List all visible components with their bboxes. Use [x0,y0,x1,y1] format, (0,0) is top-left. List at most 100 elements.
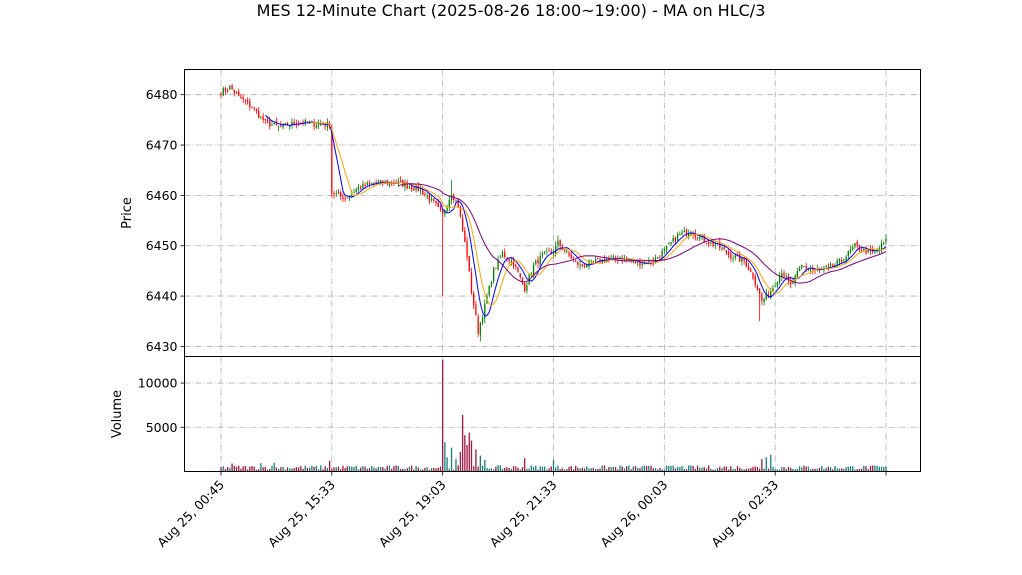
volume-bar [541,466,544,472]
candle-body [417,185,419,192]
volume-bar [581,467,583,472]
volume-bar [442,360,444,472]
volume-bar [543,466,546,472]
candle-body [266,119,269,122]
volume-bar [865,466,867,472]
candle-body [796,271,798,277]
volume-bar [393,466,395,472]
volume-bar [803,465,805,472]
candle-body [874,252,876,253]
candle-body [732,258,734,260]
candle-body [672,237,674,242]
volume-bar [703,466,705,472]
volume-bar [579,468,581,472]
candle-body [320,124,322,126]
volume-bar [384,468,386,472]
volume-bar [428,469,431,472]
volume-bar [260,463,262,472]
candle-body [357,187,360,190]
volume-bar [297,467,300,472]
volume-bar [736,466,739,472]
volume-bar [477,466,479,472]
candle-body [743,258,745,261]
price-grid [184,69,921,357]
candle-body [253,107,255,109]
volume-bar [708,465,710,472]
volume-bar [229,468,231,472]
volume-bar [785,468,787,472]
x-tick-label: Aug 25, 21:33 [487,477,560,550]
volume-bar [561,468,564,472]
candle-body [690,233,692,235]
volume-bar [672,465,674,472]
volume-bar [446,457,448,472]
candle-body [639,260,641,266]
ma-line [309,122,887,306]
volume-bar [701,467,703,472]
volume-bar [555,467,557,472]
candle-body [408,187,411,189]
volume-bar [359,467,362,472]
volume-bar [710,468,712,472]
candle-body [594,259,597,261]
volume-bar [313,466,315,472]
candle-body [269,120,271,127]
volume-bar [798,466,801,472]
volume-bar [668,465,670,472]
candle-body [741,257,743,262]
candle-body [495,268,497,269]
volume-bars [220,360,887,472]
volume-bar [643,465,646,472]
candle-body [668,243,670,245]
price-tick-label: 6450 [146,238,178,253]
volume-bar [335,467,337,472]
volume-bar [590,468,592,472]
candle-body [413,188,415,191]
volume-bar [512,466,515,472]
volume-bar [663,469,665,472]
candle-body [847,250,849,256]
volume-bar [758,468,761,472]
candle-body [557,240,559,246]
volume-bar [450,447,453,472]
candle-body [637,261,639,263]
volume-bar [750,468,752,472]
candle-body [524,283,526,292]
volume-bar [331,468,333,472]
candle-body [867,249,869,253]
volume-bar [251,466,253,472]
candle-body [597,257,599,259]
volume-bar [328,460,331,472]
candle-body [499,257,501,259]
volume-bar [459,452,462,472]
candle-body [581,264,583,266]
candle-body [634,260,637,264]
candle-body [712,241,714,246]
volume-bar [725,466,728,472]
candle-body [758,288,761,294]
volume-bar [856,469,858,472]
candle-body [860,250,863,252]
volume-bar [532,467,535,472]
candle-body [473,293,475,306]
candle-body [688,233,690,237]
volume-bar [719,466,721,472]
candle-body [809,269,812,271]
volume-bar [535,465,537,472]
volume-bar [461,414,464,472]
volume-bar [805,466,807,472]
x-axis-ticks: Aug 25, 00:45 Aug 25, 15:33 Aug 25, 19:03 A… [154,471,887,550]
volume-grid [184,356,921,472]
volume-bar [809,468,812,472]
candle-body [293,121,295,125]
volume-tick-label: 10000 [138,376,178,391]
volume-bar [818,467,821,472]
price-tick-label: 6430 [146,339,178,354]
volume-bar [402,468,404,472]
candle-body [812,269,814,271]
candle-body [705,243,708,245]
candle-body [446,207,448,212]
candle-body [750,269,752,272]
price-plot-frame [184,69,921,357]
candle-body [761,293,763,301]
